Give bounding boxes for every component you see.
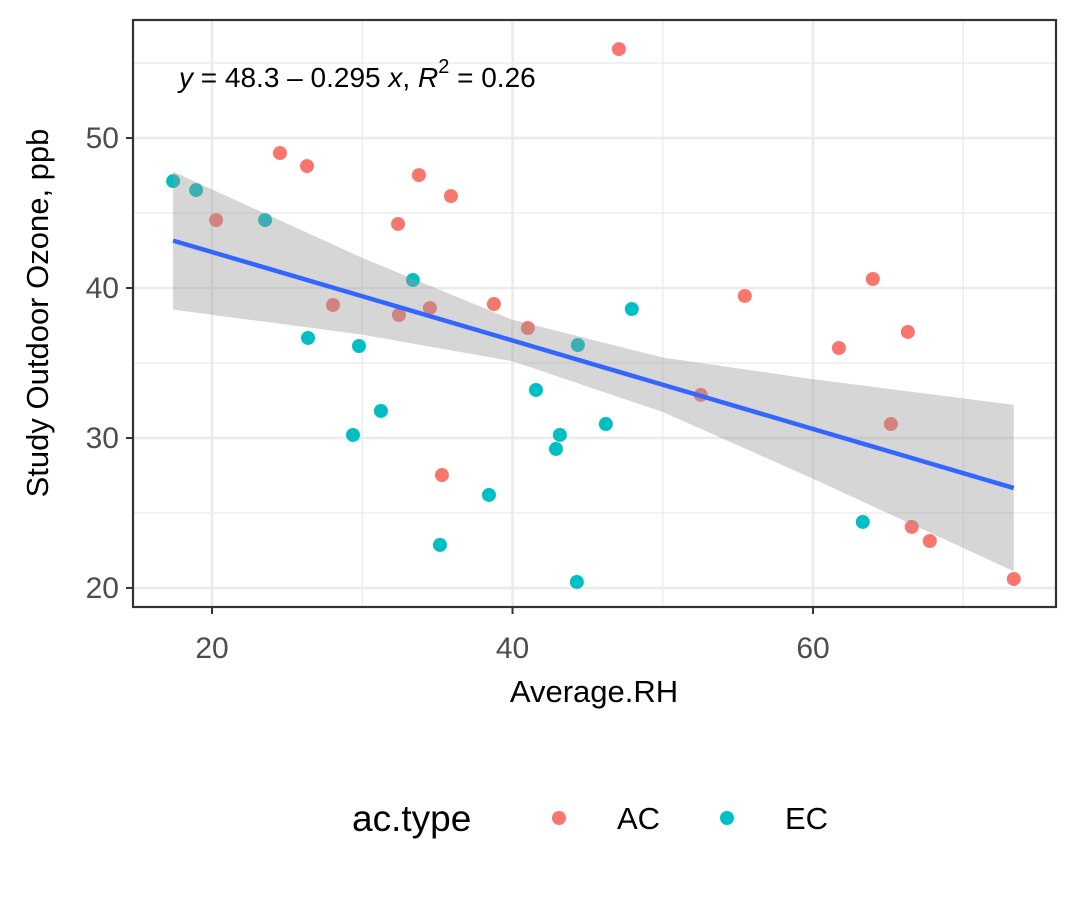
point <box>883 417 898 432</box>
point <box>831 340 846 355</box>
point <box>345 427 360 442</box>
point <box>598 417 613 432</box>
point <box>432 537 447 552</box>
x-axis-title: Average.RH <box>510 674 678 709</box>
point <box>411 168 426 183</box>
point <box>481 487 496 502</box>
annotation-part: y <box>177 62 195 93</box>
legend-swatch <box>720 811 734 825</box>
point <box>1006 571 1021 586</box>
y-tick-label: 50 <box>86 122 119 155</box>
point <box>611 42 626 57</box>
point <box>272 146 287 161</box>
regression-line <box>172 238 1015 491</box>
point <box>299 159 314 174</box>
point <box>166 174 181 189</box>
grid <box>133 20 1056 607</box>
legend-title: ac.type <box>352 798 471 839</box>
point <box>922 534 937 549</box>
point <box>900 324 915 339</box>
annotation-part: = 0.26 <box>449 62 535 93</box>
y-tick-label: 20 <box>86 572 119 605</box>
panel-border <box>131 18 1058 609</box>
y-tick-label: 40 <box>86 272 119 305</box>
point <box>301 330 316 345</box>
point <box>373 403 388 418</box>
point <box>351 339 366 354</box>
annotation-part: R <box>418 62 438 93</box>
x-tick-label: 20 <box>195 632 228 665</box>
axes: 20 40 60 20 30 40 50 <box>86 122 830 665</box>
point <box>325 297 340 312</box>
point <box>209 213 224 228</box>
point <box>189 183 204 198</box>
x-tick-label: 60 <box>796 632 829 665</box>
point <box>443 189 458 204</box>
point <box>624 302 639 317</box>
annotation-part: = 48.3 – 0.295 <box>193 62 388 93</box>
point <box>258 213 273 228</box>
legend-swatch <box>552 811 566 825</box>
x-tick-label: 40 <box>496 632 529 665</box>
y-axis-title: Study Outdoor Ozone, ppb <box>20 129 55 498</box>
annotation-superscript: 2 <box>438 56 449 78</box>
marks <box>166 42 1021 589</box>
point <box>865 272 880 287</box>
point <box>486 297 501 312</box>
point <box>548 441 563 456</box>
point <box>552 427 567 442</box>
point <box>904 519 919 534</box>
point <box>405 273 420 288</box>
point <box>570 337 585 352</box>
point <box>737 288 752 303</box>
legend-label: EC <box>785 801 828 836</box>
confidence-band <box>173 171 1014 572</box>
point <box>528 382 543 397</box>
point <box>569 574 584 589</box>
point <box>434 468 449 483</box>
y-tick-label: 30 <box>86 422 119 455</box>
point <box>422 300 437 315</box>
point <box>855 514 870 529</box>
annotation-part: x <box>386 62 403 93</box>
legend-label: AC <box>617 801 660 836</box>
annotation-part: , <box>402 62 418 93</box>
point <box>391 216 406 231</box>
annotation: y = 48.3 – 0.295 x, R2 = 0.26 <box>177 56 536 93</box>
point <box>391 307 406 322</box>
point <box>520 321 535 336</box>
legend: AC EC <box>552 801 828 836</box>
